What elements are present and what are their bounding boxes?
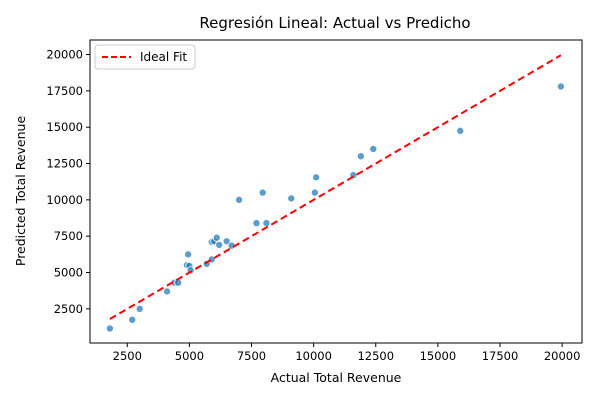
data-point-21 [258, 188, 267, 197]
x-tick-label-15000: 15000 [420, 349, 457, 363]
data-point-29 [456, 126, 465, 135]
y-axis-ticks: 2500 5000 7500 10000 12500 15000 17500 20000 [46, 48, 90, 316]
legend: Ideal Fit [94, 44, 196, 70]
points-layer [105, 82, 565, 333]
x-tick-label-5000: 5000 [175, 349, 204, 363]
data-point-19 [235, 195, 244, 204]
data-point-1 [105, 324, 114, 333]
x-tick-label-12500: 12500 [357, 349, 394, 363]
legend-ideal-fit-label: Ideal Fit [140, 50, 187, 64]
data-point-30 [556, 82, 565, 91]
x-tick-label-2500: 2500 [113, 349, 142, 363]
data-point-2 [128, 315, 137, 324]
data-point-4 [163, 287, 172, 296]
data-point-25 [312, 173, 321, 182]
y-tick-label-2500: 2500 [54, 302, 83, 316]
data-point-9 [184, 250, 193, 259]
x-tick-label-20000: 20000 [544, 349, 581, 363]
x-axis-label: Actual Total Revenue [271, 370, 402, 385]
data-point-22 [262, 219, 271, 228]
ideal-fit-layer [109, 54, 562, 320]
data-point-15 [212, 233, 221, 242]
data-point-20 [252, 219, 261, 228]
data-point-16 [215, 240, 224, 249]
x-tick-label-10000: 10000 [295, 349, 332, 363]
y-tick-label-12500: 12500 [46, 157, 83, 171]
x-tick-label-17500: 17500 [482, 349, 519, 363]
y-tick-label-15000: 15000 [46, 120, 83, 134]
chart-title: Regresión Lineal: Actual vs Predicho [199, 14, 470, 32]
data-point-24 [310, 188, 319, 197]
data-point-27 [356, 152, 365, 161]
y-tick-label-17500: 17500 [46, 84, 83, 98]
x-axis-ticks: 2500 5000 7500 10000 12500 15000 17500 20000 [113, 343, 581, 363]
legend-box [94, 44, 196, 70]
y-tick-label-5000: 5000 [54, 266, 83, 280]
data-point-17 [222, 237, 231, 246]
ideal-fit-line [109, 54, 562, 320]
y-tick-label-20000: 20000 [46, 48, 83, 62]
data-point-3 [135, 304, 144, 313]
plot-frame [89, 39, 583, 344]
data-point-23 [287, 194, 296, 203]
y-axis-label: Predicted Total Revenue [13, 116, 28, 267]
x-tick-label-7500: 7500 [237, 349, 266, 363]
y-tick-label-10000: 10000 [46, 193, 83, 207]
y-tick-label-7500: 7500 [54, 229, 83, 243]
data-point-28 [369, 144, 378, 153]
